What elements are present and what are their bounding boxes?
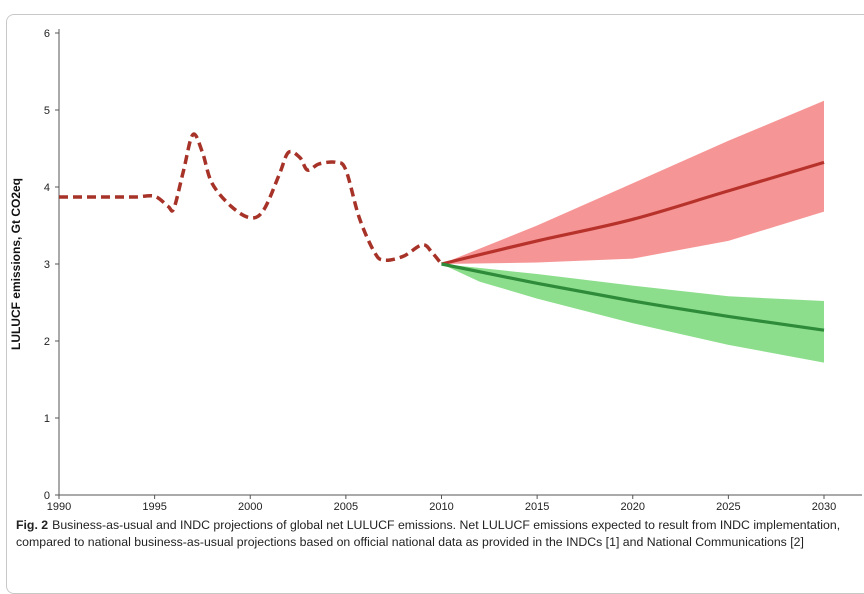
y-tick-label: 4 — [44, 182, 50, 194]
series-lines — [59, 132, 825, 332]
x-tick-label: 2005 — [334, 501, 358, 513]
uncertainty-bands — [441, 100, 824, 363]
series-line-1 — [441, 160, 825, 266]
y-tick-label: 3 — [44, 259, 50, 271]
y-tick-label: 0 — [44, 490, 50, 502]
figure-caption: Fig. 2 Business-as-usual and INDC project… — [16, 517, 858, 550]
uncertainty-band-2 — [441, 264, 824, 363]
x-tick-label: 2025 — [716, 501, 740, 513]
x-tick-label: 2010 — [429, 501, 453, 513]
tick-labels: 1990 1995 2000 2005 2010 2015 2020 2025 2030 0 1 2 3… — [44, 28, 836, 513]
y-tick-label: 5 — [44, 105, 50, 117]
chart-axes — [55, 29, 862, 499]
x-tick-label: 2030 — [812, 501, 836, 513]
emissions-chart: 1990 1995 2000 2005 2010 2015 2020 2025 2030 0 1 2 3… — [9, 28, 862, 513]
uncertainty-band-1 — [441, 100, 824, 264]
series-line-0 — [59, 132, 443, 266]
x-tick-label: 2015 — [525, 501, 549, 513]
caption-label: Fig. 2 — [16, 518, 49, 532]
series-line-2 — [441, 262, 825, 332]
x-tick-label: 1995 — [142, 501, 166, 513]
x-tick-label: 1990 — [47, 501, 71, 513]
y-tick-label: 1 — [44, 413, 50, 425]
y-axis-label: LULUCF emissions, Gt CO2eq — [9, 178, 23, 350]
x-tick-label: 2000 — [238, 501, 262, 513]
x-tick-label: 2020 — [621, 501, 645, 513]
caption-text: Business-as-usual and INDC projections o… — [16, 518, 841, 549]
y-tick-label: 6 — [44, 28, 50, 40]
y-tick-label: 2 — [44, 336, 50, 348]
